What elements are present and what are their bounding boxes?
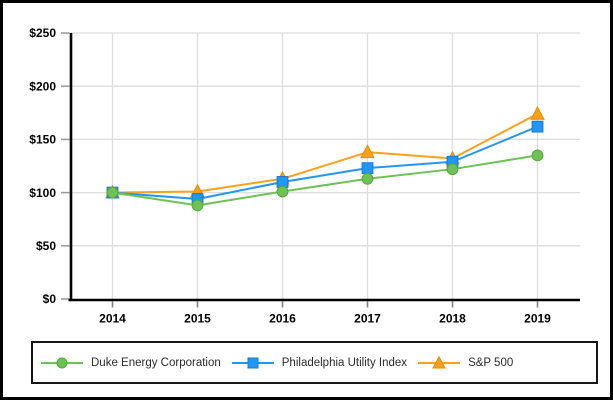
series-line-s-p-500 <box>112 112 538 194</box>
legend-label: Philadelphia Utility Index <box>281 356 408 369</box>
series-marker-duke-energy-corporation <box>276 185 289 198</box>
x-axis-tick-label: 2017 <box>354 312 381 326</box>
series-marker-duke-energy-corporation <box>106 186 119 199</box>
legend-item-philadelphia-utility-index: Philadelphia Utility Index <box>231 355 408 371</box>
legend-marker-duke-energy-corporation <box>56 357 68 368</box>
legend-label: S&P 500 <box>468 356 514 369</box>
legend-marker-s-p-500 <box>432 355 446 368</box>
x-axis-tick-label: 2019 <box>524 312 551 326</box>
chart-svg: $0 $50 $100 $150 $200 $250 2014 2015 2016 2017 201… <box>29 26 580 326</box>
series-marker-duke-energy-corporation <box>191 199 204 212</box>
y-axis-tick-label: $200 <box>29 79 56 93</box>
series-marker-philadelphia-utility-index <box>361 162 374 175</box>
x-axis-tick-label: 2016 <box>269 312 296 326</box>
y-axis-tick-label: $250 <box>29 26 56 40</box>
series-marker-philadelphia-utility-index <box>531 120 544 133</box>
x-axis-tick-label: 2014 <box>99 312 126 326</box>
legend-item-duke-energy-corporation: Duke Energy Corporation <box>41 355 221 371</box>
series-line-duke-energy-corporation <box>112 154 538 207</box>
philadelphia-utility-index-legend-marker-icon <box>231 357 274 368</box>
chart-legend: Duke Energy Corporation Philadelphia Util… <box>31 341 598 384</box>
duke-energy-corporation-legend-marker-icon <box>41 357 83 368</box>
y-axis-tick-label: $100 <box>29 186 56 200</box>
series-line-philadelphia-utility-index <box>112 125 538 200</box>
series-marker-duke-energy-corporation <box>361 172 374 185</box>
y-axis-tick-label: $0 <box>43 292 57 306</box>
y-axis-tick-label: $150 <box>29 133 56 147</box>
series-marker-duke-energy-corporation <box>446 163 459 176</box>
legend-marker-philadelphia-utility-index <box>247 357 259 368</box>
s-p-500-legend-marker-icon <box>418 355 461 368</box>
x-axis-tick-label: 2018 <box>439 312 466 326</box>
legend-label: Duke Energy Corporation <box>91 356 221 369</box>
legend-item-s-p-500: S&P 500 <box>418 355 513 371</box>
series-marker-duke-energy-corporation <box>531 149 544 162</box>
y-axis-tick-label: $50 <box>36 239 56 253</box>
x-axis-tick-label: 2015 <box>184 312 211 326</box>
series-marker-s-p-500 <box>530 106 545 120</box>
series-marker-s-p-500 <box>360 144 375 159</box>
